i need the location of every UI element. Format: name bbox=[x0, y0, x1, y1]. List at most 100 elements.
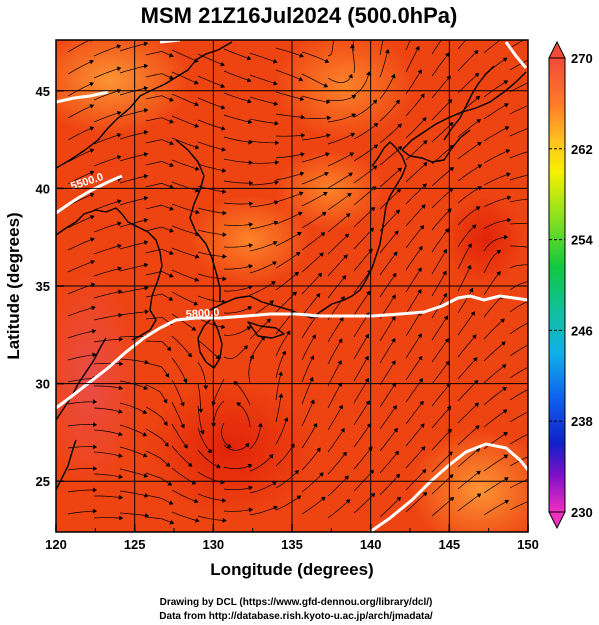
streamline bbox=[483, 432, 508, 450]
streamline-arrow bbox=[475, 206, 481, 211]
streamline bbox=[197, 119, 226, 130]
streamline-arrow bbox=[475, 95, 481, 101]
contour-5500-line-north bbox=[56, 90, 109, 104]
streamline bbox=[93, 290, 123, 299]
streamline bbox=[197, 515, 227, 521]
streamline bbox=[197, 449, 221, 468]
streamline bbox=[379, 49, 389, 78]
streamline-arrow bbox=[216, 463, 221, 469]
streamline bbox=[327, 152, 354, 167]
streamline-arrow bbox=[222, 276, 227, 282]
streamline bbox=[197, 251, 227, 257]
streamline bbox=[431, 406, 452, 429]
streamline-arrow bbox=[317, 272, 323, 278]
streamline-arrow bbox=[92, 487, 98, 493]
streamline bbox=[405, 246, 423, 271]
streamline bbox=[275, 251, 301, 269]
streamline bbox=[405, 355, 423, 381]
streamline bbox=[93, 517, 123, 519]
streamline bbox=[93, 200, 122, 211]
streamline bbox=[145, 316, 173, 326]
streamline bbox=[431, 249, 448, 275]
streamline bbox=[509, 301, 528, 313]
streamline bbox=[457, 186, 482, 204]
streamline bbox=[93, 133, 122, 145]
streamline-arrow bbox=[531, 408, 535, 412]
streamline bbox=[119, 241, 148, 250]
streamline-arrow bbox=[531, 319, 535, 323]
streamline bbox=[301, 252, 324, 273]
streamline bbox=[457, 206, 481, 226]
streamline-arrow bbox=[420, 446, 426, 451]
streamline-arrow bbox=[531, 34, 535, 38]
streamline bbox=[327, 74, 353, 83]
streamline-arrow bbox=[169, 140, 174, 146]
streamline bbox=[171, 511, 200, 522]
streamline-arrow bbox=[118, 385, 124, 391]
streamline bbox=[327, 254, 348, 277]
streamline-arrow bbox=[116, 199, 122, 204]
streamline bbox=[119, 264, 149, 272]
coastline-hokkaido-south bbox=[401, 129, 471, 163]
streamline-arrow bbox=[249, 354, 255, 360]
streamline bbox=[431, 166, 455, 187]
streamline bbox=[405, 183, 427, 205]
streamline-arrow bbox=[390, 73, 396, 79]
streamline bbox=[353, 378, 370, 404]
contour-5800-line bbox=[56, 294, 528, 410]
streamline-arrow bbox=[396, 188, 402, 194]
streamline-arrow bbox=[333, 30, 337, 34]
streamline-arrow bbox=[476, 141, 482, 147]
streamline-arrow bbox=[143, 218, 149, 223]
x-tick-label: 145 bbox=[438, 537, 460, 552]
streamline-arrow bbox=[384, 48, 390, 54]
streamline-arrow bbox=[89, 126, 95, 132]
coastline-hokkaido bbox=[401, 71, 527, 151]
streamline bbox=[94, 495, 123, 499]
streamline bbox=[483, 80, 508, 98]
streamline bbox=[223, 265, 253, 270]
streamline bbox=[509, 344, 528, 357]
streamline-arrow bbox=[272, 58, 278, 64]
streamline-arrow bbox=[365, 71, 371, 76]
cool-region-n bbox=[275, 40, 415, 140]
streamline-arrow bbox=[220, 104, 226, 110]
streamline bbox=[93, 244, 122, 255]
streamline-arrow bbox=[187, 352, 192, 358]
streamline bbox=[483, 236, 508, 252]
streamline-arrow bbox=[89, 192, 95, 198]
streamline bbox=[275, 91, 304, 100]
streamline-arrow bbox=[534, 148, 538, 152]
streamline bbox=[275, 495, 302, 511]
streamline bbox=[353, 206, 376, 228]
streamline bbox=[405, 311, 422, 337]
streamline-arrow bbox=[318, 472, 324, 477]
streamline bbox=[67, 215, 95, 229]
streamline-arrow bbox=[116, 110, 122, 116]
streamline-arrow bbox=[194, 276, 200, 282]
streamline bbox=[171, 489, 199, 503]
streamline-arrow bbox=[506, 195, 512, 201]
streamline bbox=[171, 269, 199, 281]
streamline bbox=[379, 99, 400, 122]
streamline-arrow bbox=[222, 497, 227, 503]
streamline bbox=[327, 213, 351, 233]
streamline bbox=[301, 172, 329, 185]
coastline-korea bbox=[56, 207, 163, 341]
streamline bbox=[145, 226, 174, 233]
streamline-arrow bbox=[247, 306, 253, 311]
streamline bbox=[457, 425, 480, 446]
coastline-shikoku bbox=[247, 321, 285, 339]
streamline-arrow bbox=[116, 44, 122, 49]
streamline-arrow bbox=[442, 248, 448, 254]
streamline bbox=[509, 223, 528, 225]
streamline-arrow bbox=[342, 254, 348, 260]
streamline-arrow bbox=[417, 333, 422, 339]
streamline bbox=[379, 167, 402, 188]
streamline bbox=[379, 405, 397, 430]
streamline bbox=[405, 93, 425, 117]
streamline-arrow bbox=[91, 328, 97, 334]
credit-data: Data from http://database.rish.kyoto-u.a… bbox=[159, 611, 433, 622]
streamline bbox=[67, 489, 97, 493]
streamline bbox=[457, 311, 475, 336]
